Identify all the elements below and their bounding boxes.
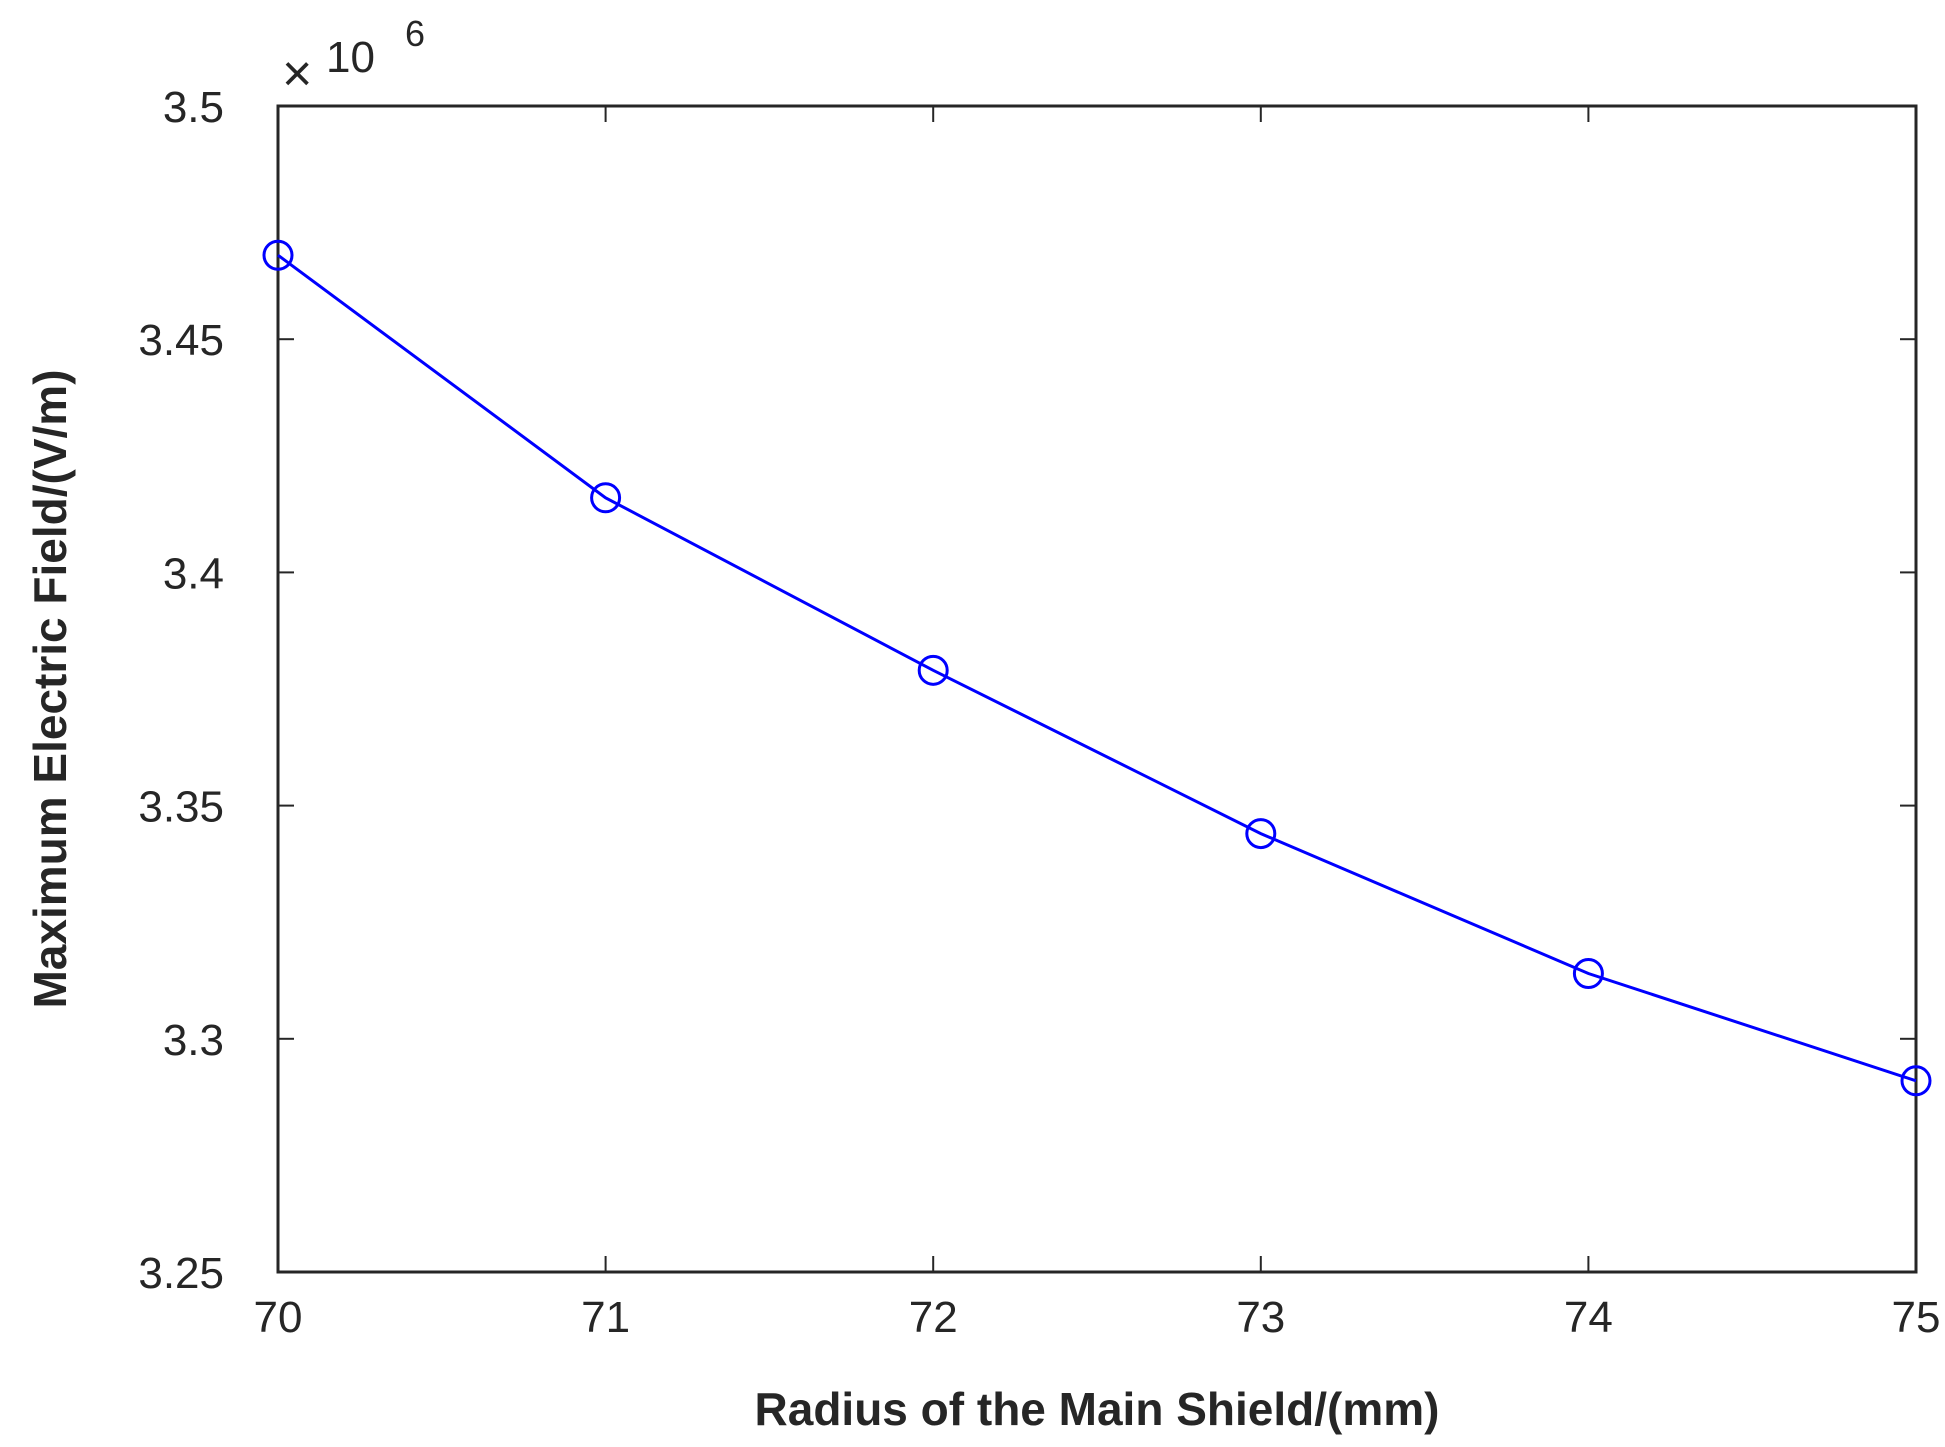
y-tick-label: 3.25 bbox=[138, 1249, 224, 1298]
x-tick-label: 71 bbox=[581, 1293, 630, 1342]
x-axis-title: Radius of the Main Shield/(mm) bbox=[755, 1383, 1440, 1435]
data-point-marker bbox=[262, 239, 294, 271]
multiplier-base: 10 bbox=[326, 33, 375, 82]
multiplier-exponent: 6 bbox=[405, 13, 425, 54]
data-point-marker bbox=[1900, 1065, 1932, 1097]
data-point-marker bbox=[917, 654, 949, 686]
y-tick-label: 3.4 bbox=[163, 549, 224, 598]
x-tick-label: 72 bbox=[909, 1293, 958, 1342]
x-tick-label: 73 bbox=[1236, 1293, 1285, 1342]
plot-box bbox=[276, 104, 1918, 1274]
series-line bbox=[277, 253, 1917, 1083]
data-point-marker bbox=[1245, 818, 1277, 850]
y-tick-label: 3.3 bbox=[163, 1016, 224, 1065]
y-tick-label: 3.5 bbox=[163, 83, 224, 132]
ticks bbox=[277, 105, 1917, 1273]
tick-labels: 70 71 72 73 74 75 3.25 3.3 3.35 3.4 3.45 3.5 bbox=[138, 83, 1940, 1342]
data-point-marker bbox=[590, 482, 622, 514]
data-point-marker bbox=[1572, 958, 1604, 990]
x-tick-label: 74 bbox=[1564, 1293, 1613, 1342]
multiplier-times-symbol: × bbox=[282, 45, 312, 103]
x-tick-label: 70 bbox=[254, 1293, 303, 1342]
x-tick-label: 75 bbox=[1892, 1293, 1941, 1342]
y-axis-multiplier: × 10 6 bbox=[282, 13, 425, 103]
series bbox=[262, 239, 1932, 1097]
y-tick-label: 3.45 bbox=[138, 316, 224, 365]
y-axis-title: Maximum Electric Field/(V/m) bbox=[24, 369, 76, 1008]
y-tick-label: 3.35 bbox=[138, 783, 224, 832]
